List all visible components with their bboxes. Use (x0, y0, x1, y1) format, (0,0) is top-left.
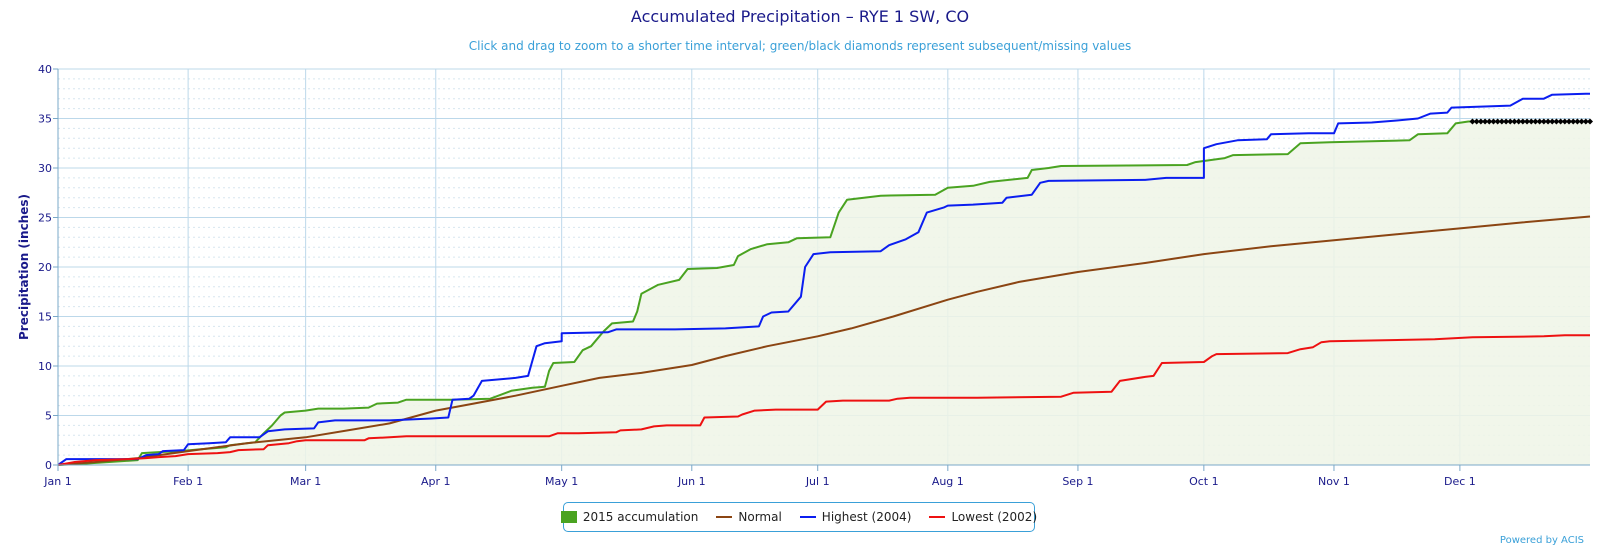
missing-diamond (1524, 118, 1531, 125)
missing-diamond (1473, 118, 1480, 125)
missing-diamond (1570, 118, 1577, 125)
x-tick-label: Feb 1 (173, 475, 203, 488)
missing-diamond (1545, 118, 1552, 125)
legend-swatch-accumulation (560, 511, 577, 523)
missing-diamond (1515, 118, 1522, 125)
missing-diamond (1503, 118, 1510, 125)
missing-diamond (1532, 118, 1539, 125)
y-axis-label: Precipitation (inches) (17, 194, 31, 340)
x-tick-label: Oct 1 (1189, 475, 1219, 488)
series-line-normal (57, 215, 1591, 466)
x-tick-label: Sep 1 (1062, 475, 1093, 488)
missing-diamond (1482, 118, 1489, 125)
x-tick-label: Jul 1 (805, 475, 830, 488)
missing-diamond (1469, 118, 1476, 125)
y-tick-label: 0 (45, 459, 52, 472)
legend-label-highest: Highest (2004) (821, 510, 912, 524)
y-tick-label: 40 (38, 63, 52, 76)
x-tick-label: Nov 1 (1318, 475, 1350, 488)
legend: 2015 accumulation Normal Highest (2004) … (560, 502, 1037, 532)
y-tick-label: 25 (38, 212, 52, 225)
series-line-accumulation (57, 120, 1473, 466)
legend-swatch-normal (716, 516, 733, 518)
credit-link[interactable]: Powered by ACIS (1499, 535, 1584, 546)
legend-label-accumulation: 2015 accumulation (582, 510, 699, 524)
series-line-lowest (57, 334, 1590, 466)
axes: 0 5 10 15 20 25 30 35 40 Jan 1 Feb 1 Mar 1 Apr 1 May … (38, 63, 1590, 488)
missing-diamond (1582, 118, 1589, 125)
missing-diamond (1587, 118, 1593, 125)
x-tick-label: Apr 1 (421, 475, 451, 488)
series-line-highest (57, 92, 1590, 466)
missing-diamond (1574, 118, 1581, 125)
x-tick-label: Jun 1 (677, 475, 706, 488)
missing-diamond (1528, 118, 1535, 125)
legend-label-lowest: Lowest (2002) (951, 510, 1038, 524)
y-tick-label: 10 (38, 360, 52, 373)
legend-swatch-lowest (929, 516, 946, 518)
y-tick-label: 5 (45, 410, 52, 423)
legend-item-accumulation[interactable]: 2015 accumulation (560, 510, 699, 524)
chart-plot[interactable]: 0 5 10 15 20 25 30 35 40 Jan 1 Feb 1 Mar 1 Apr 1 May … (0, 0, 1600, 500)
series-lines (57, 92, 1591, 466)
legend-swatch-highest (799, 516, 816, 518)
legend-label-normal: Normal (738, 510, 782, 524)
y-tick-label: 30 (38, 162, 52, 175)
missing-diamond (1540, 118, 1547, 125)
x-tick-label: Aug 1 (932, 475, 964, 488)
missing-diamond (1519, 118, 1526, 125)
missing-diamond (1494, 118, 1501, 125)
missing-diamond (1578, 118, 1585, 125)
missing-diamond (1566, 118, 1573, 125)
missing-diamond (1536, 118, 1543, 125)
missing-diamond (1507, 118, 1514, 125)
missing-diamond (1553, 118, 1560, 125)
x-tick-label: Dec 1 (1444, 475, 1476, 488)
legend-item-highest[interactable]: Highest (2004) (799, 510, 912, 524)
missing-diamond (1561, 118, 1568, 125)
missing-diamond (1511, 118, 1518, 125)
y-tick-label: 15 (38, 311, 52, 324)
missing-diamond (1557, 118, 1564, 125)
y-tick-label: 35 (38, 113, 52, 126)
missing-diamond (1549, 118, 1556, 125)
missing-diamond (1490, 118, 1497, 125)
missing-diamond (1477, 118, 1484, 125)
legend-item-normal[interactable]: Normal (716, 510, 782, 524)
x-tick-label: May 1 (545, 475, 578, 488)
chart-title: Accumulated Precipitation – RYE 1 SW, CO (630, 7, 970, 26)
accumulation-area (58, 121, 1590, 465)
missing-diamond (1498, 118, 1505, 125)
chart-subtitle: Click and drag to zoom to a shorter time… (468, 39, 1132, 53)
legend-item-lowest[interactable]: Lowest (2002) (929, 510, 1037, 524)
y-tick-label: 20 (38, 261, 52, 274)
missing-diamond (1486, 118, 1493, 125)
x-tick-label: Mar 1 (290, 475, 321, 488)
missing-markers (1469, 118, 1593, 125)
area-fill (58, 121, 1590, 465)
x-tick-label: Jan 1 (43, 475, 71, 488)
